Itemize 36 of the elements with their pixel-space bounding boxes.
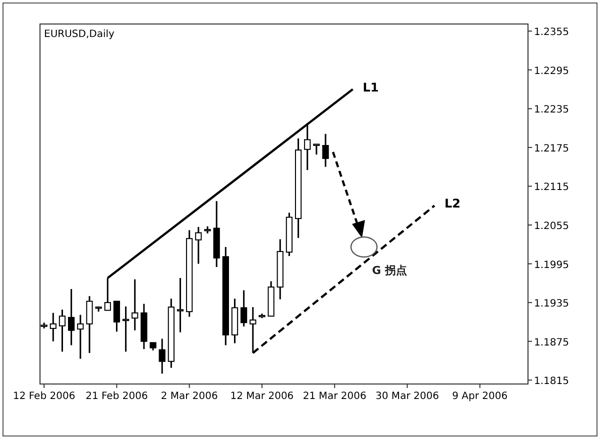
candlestick	[195, 226, 202, 265]
candlestick	[58, 308, 66, 352]
y-tick-label: 1.1995	[534, 260, 569, 271]
candlestick	[132, 278, 138, 332]
candlestick	[158, 338, 166, 374]
candlestick	[113, 300, 120, 332]
candlestick	[313, 143, 320, 156]
x-tick-label: 21 Feb 2006	[86, 391, 148, 402]
candlestick	[322, 133, 329, 168]
candlestick	[240, 290, 248, 328]
candlestick	[86, 295, 93, 354]
series-label: L1	[362, 80, 379, 94]
x-tick-label: 2 Mar 2006	[160, 391, 218, 402]
y-tick-label: 1.2295	[534, 66, 569, 77]
annotation: G 拐点	[372, 264, 407, 277]
y-tick-label: 1.2355	[534, 27, 569, 38]
x-tick-label: 9 Apr 2006	[452, 391, 508, 402]
y-tick-label: 1.1875	[534, 337, 569, 348]
x-tick-label: 30 Mar 2006	[376, 391, 439, 402]
candlestick	[122, 306, 130, 352]
y-tick-label: 1.2115	[534, 182, 569, 194]
y-tick-label: 1.1935	[534, 298, 569, 310]
candlestick	[176, 277, 184, 334]
x-tick-label: 12 Feb 2006	[12, 391, 76, 402]
series-label: L2	[444, 196, 460, 211]
y-tick-label: 1.2175	[534, 143, 569, 154]
text: EURUSD,Daily	[44, 29, 115, 40]
candlestick	[50, 312, 56, 342]
x-tick-label: 21 Mar 2006	[302, 391, 366, 402]
candlestick	[77, 314, 84, 360]
x-tick-label: 12 Mar 2006	[230, 391, 294, 402]
y-tick-label: 1.2055	[534, 221, 569, 232]
y-tick-label: 1.2235	[534, 104, 569, 116]
y-tick-label: 1.1815	[534, 376, 569, 388]
candlestick	[68, 288, 75, 346]
candlestick	[304, 123, 311, 171]
